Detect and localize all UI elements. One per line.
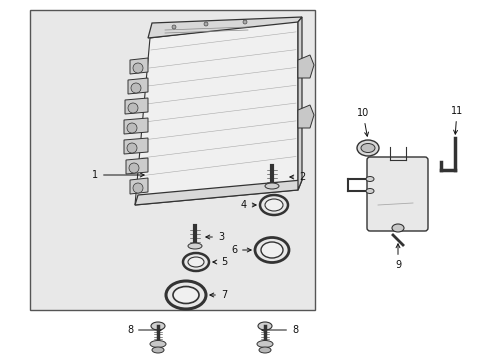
Polygon shape [297,17,302,190]
Ellipse shape [152,347,163,353]
Text: 10: 10 [356,108,368,136]
Text: 4: 4 [241,200,256,210]
Ellipse shape [356,140,378,156]
Polygon shape [297,105,313,128]
Text: 11: 11 [450,106,462,134]
Ellipse shape [129,163,139,173]
Bar [30,10,314,310]
Ellipse shape [151,322,164,330]
Polygon shape [135,180,302,205]
Ellipse shape [257,341,272,347]
Ellipse shape [264,183,279,189]
Text: 8: 8 [262,325,298,335]
Ellipse shape [133,63,142,73]
Ellipse shape [173,287,199,303]
Ellipse shape [365,189,373,194]
Ellipse shape [243,20,246,24]
Text: 9: 9 [394,244,400,270]
Ellipse shape [187,257,203,267]
Ellipse shape [131,83,141,93]
Polygon shape [148,17,302,38]
Ellipse shape [261,242,283,258]
Text: 2: 2 [289,172,305,182]
Text: 5: 5 [212,257,226,267]
Text: 8: 8 [126,325,161,335]
Ellipse shape [203,22,207,26]
Ellipse shape [264,199,283,211]
Ellipse shape [172,25,176,29]
Polygon shape [124,118,148,134]
Ellipse shape [128,103,138,113]
Text: 3: 3 [205,232,224,242]
Text: 1: 1 [92,170,144,180]
FancyBboxPatch shape [366,157,427,231]
Ellipse shape [259,347,270,353]
Ellipse shape [127,123,137,133]
Ellipse shape [133,183,142,193]
Polygon shape [124,138,148,154]
Ellipse shape [365,176,373,181]
Polygon shape [135,20,297,205]
Text: 6: 6 [230,245,251,255]
Polygon shape [297,55,313,78]
Polygon shape [126,158,148,174]
Polygon shape [130,58,148,74]
Ellipse shape [127,143,137,153]
Ellipse shape [258,322,271,330]
Polygon shape [128,78,148,94]
Ellipse shape [150,341,165,347]
Ellipse shape [360,144,374,153]
Text: 7: 7 [209,290,226,300]
Polygon shape [125,98,148,114]
Polygon shape [130,178,148,194]
Ellipse shape [391,224,403,232]
Ellipse shape [187,243,202,249]
